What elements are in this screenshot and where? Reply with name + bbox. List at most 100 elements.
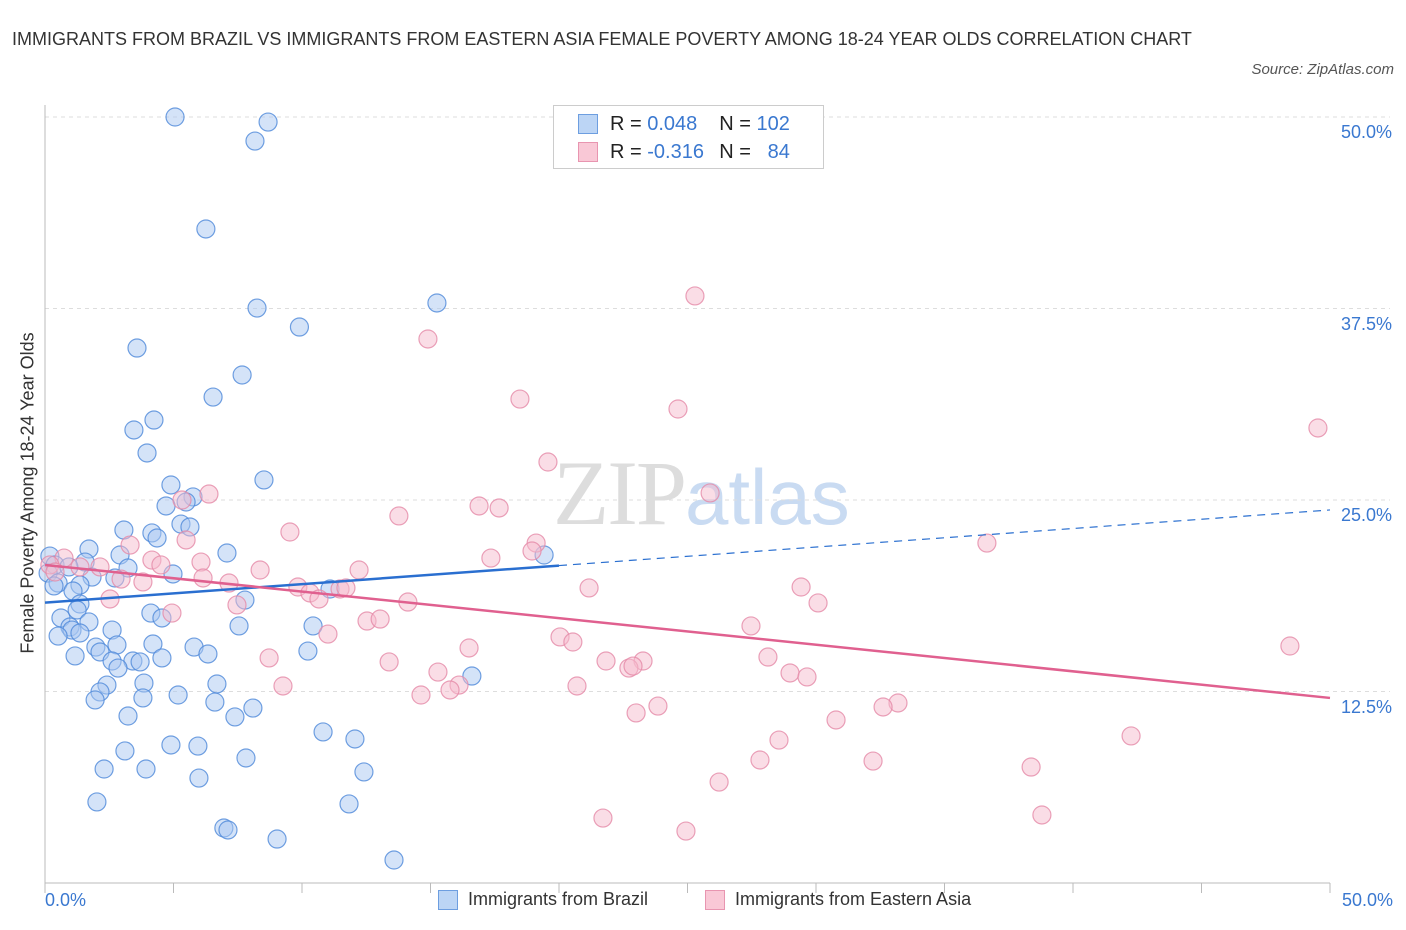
zipatlas-watermark: ZIPatlas (553, 440, 850, 546)
brazil-point (137, 443, 157, 463)
eastern-asia-point (668, 399, 688, 419)
brazil-point (108, 658, 128, 678)
r-value: 0.048 (647, 112, 698, 135)
brazil-point (217, 543, 237, 563)
eastern-asia-point (193, 568, 213, 588)
eastern-asia-point (469, 496, 489, 516)
y-tick-label: 25.0% (1340, 505, 1392, 525)
brazil-point (254, 470, 274, 490)
brazil-point (124, 420, 144, 440)
eastern-asia-swatch (705, 889, 725, 910)
brazil-point (115, 741, 135, 761)
eastern-asia-point (700, 483, 720, 503)
brazil-point (247, 298, 267, 318)
brazil-point (427, 293, 447, 313)
eastern-asia-swatch (578, 142, 598, 162)
n-label: N = (719, 140, 751, 163)
y-tick-label: 37.5% (1340, 314, 1392, 334)
eastern-asia-point (579, 578, 599, 598)
eastern-asia-point (227, 595, 247, 615)
eastern-asia-point (563, 632, 583, 652)
brazil-point (144, 410, 164, 430)
brazil-point (203, 387, 223, 407)
legend-label: Immigrants from Brazil (468, 889, 649, 909)
brazil-point (161, 735, 181, 755)
x-tick-label: 50.0% (1341, 890, 1393, 910)
brazil-point (303, 616, 323, 636)
brazil-point (165, 107, 185, 127)
r-label: R = (610, 112, 642, 135)
brazil-swatch (578, 114, 598, 134)
eastern-asia-point (797, 667, 817, 687)
bottom-legend-eastern-asia: Immigrants from Eastern Asia (705, 889, 971, 910)
eastern-asia-point (133, 572, 153, 592)
eastern-asia-point (567, 676, 587, 696)
eastern-asia-point (750, 750, 770, 770)
eastern-asia-point (411, 685, 431, 705)
eastern-asia-point (510, 389, 530, 409)
brazil-point (152, 648, 172, 668)
eastern-asia-point (863, 751, 883, 771)
brazil-point (345, 729, 365, 749)
brazil-point (94, 759, 114, 779)
r-label: R = (610, 140, 642, 163)
eastern-asia-point (440, 680, 460, 700)
eastern-asia-point (791, 577, 811, 597)
eastern-asia-point (709, 772, 729, 792)
brazil-point (189, 768, 209, 788)
brazil-point (85, 690, 105, 710)
brazil-point (127, 338, 147, 358)
eastern-asia-point (172, 490, 192, 510)
brazil-point (243, 698, 263, 718)
y-axis-label: Female Poverty Among 18-24 Year Olds (17, 332, 38, 654)
eastern-asia-point (481, 548, 501, 568)
brazil-point (65, 646, 85, 666)
brazil-point (196, 219, 216, 239)
eastern-asia-point (151, 555, 171, 575)
brazil-point (143, 634, 163, 654)
eastern-asia-point (280, 522, 300, 542)
eastern-asia-point (90, 557, 110, 577)
eastern-asia-point (259, 648, 279, 668)
x-tick-label: 0.0% (45, 890, 87, 910)
brazil-trend-line-extension (558, 509, 1331, 567)
eastern-asia-point (538, 452, 558, 472)
eastern-asia-point (758, 647, 778, 667)
eastern-asia-point (250, 560, 270, 580)
legend-row-brazil: R = 0.048 N = 102 (578, 111, 790, 137)
brazil-point (136, 759, 156, 779)
eastern-asia-point (780, 663, 800, 683)
eastern-asia-point (1032, 805, 1052, 825)
legend-label: Immigrants from Eastern Asia (735, 889, 972, 909)
brazil-point (198, 644, 218, 664)
legend-row-eastern-asia: R = -0.316 N = 84 (578, 139, 790, 165)
brazil-point (70, 623, 90, 643)
brazil-point (298, 641, 318, 661)
source-label: Source: ZipAtlas.com (1251, 61, 1394, 78)
brazil-point (218, 820, 238, 840)
eastern-asia-point (389, 506, 409, 526)
brazil-point (225, 707, 245, 727)
eastern-asia-point (676, 821, 696, 841)
eastern-asia-point (191, 552, 211, 572)
eastern-asia-point (1280, 636, 1300, 656)
eastern-asia-point (428, 662, 448, 682)
y-tick-label: 50.0% (1340, 122, 1392, 142)
eastern-asia-point (769, 730, 789, 750)
eastern-asia-point (741, 616, 761, 636)
eastern-asia-point (370, 609, 390, 629)
eastern-asia-point (273, 676, 293, 696)
eastern-asia-point (596, 651, 616, 671)
eastern-asia-point (1021, 757, 1041, 777)
brazil-point (313, 722, 333, 742)
eastern-asia-point (418, 329, 438, 349)
chart-title: IMMIGRANTS FROM BRAZIL VS IMMIGRANTS FRO… (12, 29, 1192, 49)
brazil-point (133, 688, 153, 708)
brazil-point (87, 792, 107, 812)
eastern-asia-point (1121, 726, 1141, 746)
eastern-asia-point (826, 710, 846, 730)
brazil-point (205, 692, 225, 712)
eastern-asia-point (318, 624, 338, 644)
